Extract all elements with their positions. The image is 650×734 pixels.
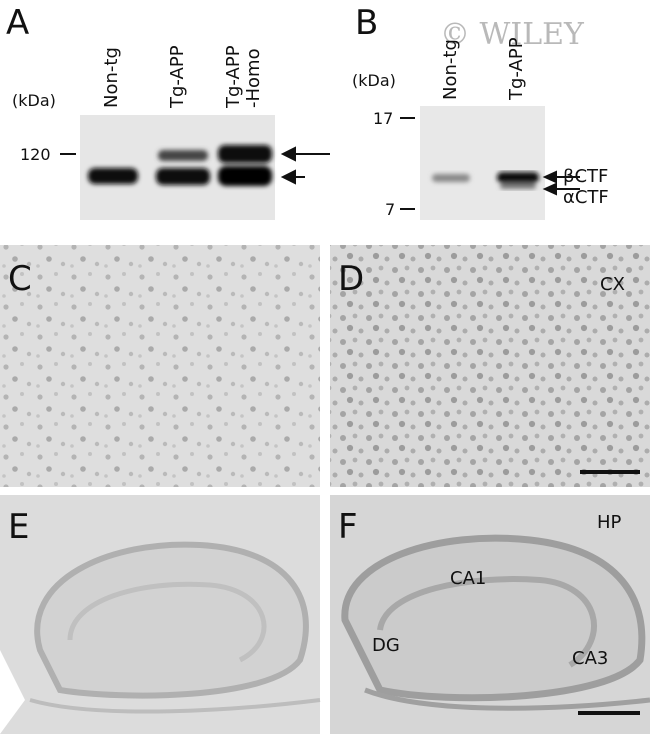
unit-label: (kDa) <box>12 91 56 110</box>
panel-letter: A <box>6 3 29 43</box>
panel-letter: C <box>8 259 32 299</box>
blot <box>420 106 545 220</box>
bands <box>432 172 539 189</box>
hippocampus <box>0 541 321 734</box>
band-label: βCTF <box>563 166 608 187</box>
region-label: CX <box>600 274 625 295</box>
panel-letter: D <box>338 259 364 299</box>
micrograph <box>0 245 320 487</box>
hippocampus <box>341 534 650 711</box>
arrows <box>280 146 330 185</box>
arrows <box>542 170 580 196</box>
bands <box>88 145 272 186</box>
region-label: HP <box>597 512 622 533</box>
unit-label: (kDa) <box>352 71 396 90</box>
lane-label: -Homo <box>243 48 264 108</box>
lane-label: Tg-APP <box>167 45 188 109</box>
lane-label: Non-tg <box>101 47 122 108</box>
lane-label: Tg-APP <box>506 37 527 101</box>
lane-label: Tg-APP <box>223 45 244 109</box>
area-label: DG <box>372 635 400 656</box>
panel-letter: B <box>355 3 378 43</box>
marker-label: 17 <box>373 109 393 128</box>
lane-label: Non-tg <box>440 39 461 100</box>
band-label: αCTF <box>563 187 609 208</box>
panel-letter: E <box>8 507 29 547</box>
marker-label: 120 <box>20 145 51 164</box>
watermark: © WILEY <box>440 17 585 52</box>
micrograph <box>330 245 650 487</box>
area-label: CA3 <box>572 648 608 669</box>
panel-letter: F <box>338 507 358 547</box>
marker-label: 7 <box>385 200 395 219</box>
area-label: CA1 <box>450 568 486 589</box>
